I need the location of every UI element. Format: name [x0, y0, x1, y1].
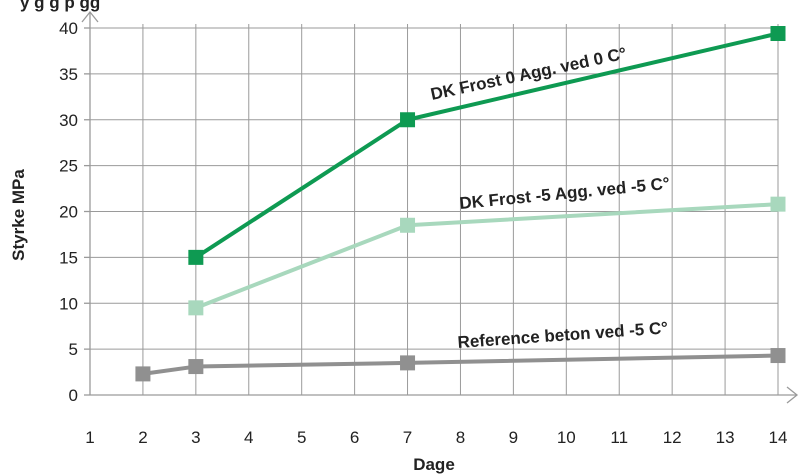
y-tick-label-20: 20: [59, 203, 78, 222]
axes: [81, 10, 799, 404]
x-tick-label-2: 2: [138, 428, 147, 447]
series-0-marker-2: [770, 26, 786, 42]
x-tick-label-12: 12: [663, 428, 682, 447]
x-tick-label-1: 1: [85, 428, 94, 447]
x-tick-label-7: 7: [403, 428, 412, 447]
y-tick-label-30: 30: [59, 111, 78, 130]
series-0-marker-0: [188, 249, 204, 265]
series-line-0: [194, 31, 779, 260]
series-label-reference: Reference beton ved -5 C°: [457, 318, 669, 352]
series-markers: [135, 26, 786, 382]
series-line-2: [142, 353, 779, 376]
series-0-marker-1: [400, 112, 416, 128]
series-2-marker-3: [770, 348, 786, 364]
x-tick-label-4: 4: [244, 428, 253, 447]
x-tick-label-6: 6: [350, 428, 359, 447]
y-tick-label-0: 0: [69, 386, 78, 405]
series-1-marker-1: [400, 217, 416, 233]
series-label-dk-frost-5: DK Frost -5 Agg. ved -5 C°: [459, 174, 671, 213]
cropped-header-text: y g g p gg: [20, 0, 100, 12]
series-2-marker-2: [400, 355, 416, 371]
y-tick-label-10: 10: [59, 294, 78, 313]
series-line-1: [195, 202, 779, 310]
x-tick-label-8: 8: [456, 428, 465, 447]
x-tick-label-3: 3: [191, 428, 200, 447]
x-tick-label-14: 14: [769, 428, 788, 447]
x-axis-arrow: [786, 386, 799, 404]
series-1-marker-2: [770, 196, 786, 212]
series-1-marker-0: [188, 300, 204, 316]
x-tick-label-11: 11: [610, 428, 628, 447]
y-tick-label-35: 35: [59, 65, 78, 84]
y-tick-label-5: 5: [69, 340, 78, 359]
x-tick-label-10: 10: [557, 428, 576, 447]
x-tick-label-9: 9: [509, 428, 518, 447]
x-axis-title: Dage: [413, 455, 455, 474]
y-tick-label-25: 25: [59, 157, 78, 176]
series-2-marker-0: [135, 366, 151, 382]
y-tick-labels: 0 5 10 15 20 25 30 35 40: [59, 19, 78, 405]
y-axis-title: Styrke MPa: [9, 169, 28, 261]
y-tick-label-40: 40: [59, 19, 78, 38]
series-2-marker-1: [188, 359, 204, 375]
y-axis-arrow: [81, 10, 99, 23]
y-tick-label-15: 15: [59, 248, 78, 267]
x-tick-label-13: 13: [716, 428, 735, 447]
x-tick-labels: 1 2 3 4 5 6 7 8 9 10 11 12 13 14: [85, 428, 787, 447]
x-tick-label-5: 5: [297, 428, 306, 447]
